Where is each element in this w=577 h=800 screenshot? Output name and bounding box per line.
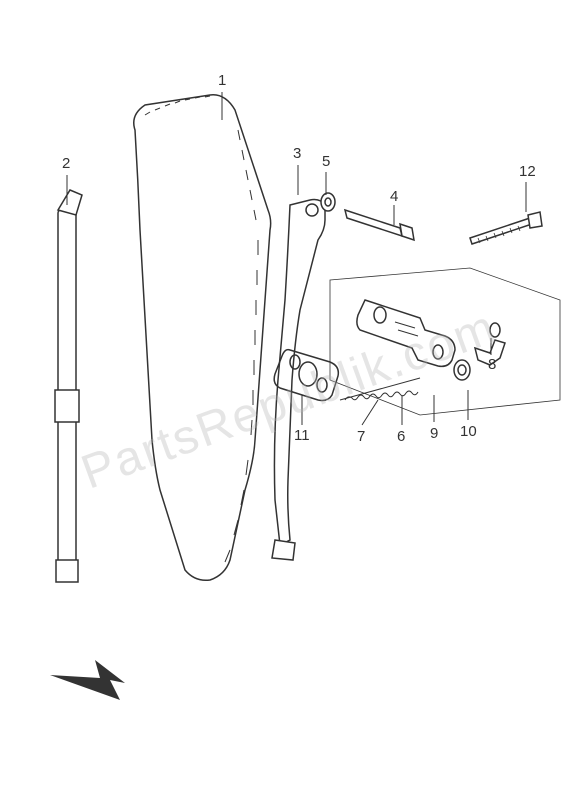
callout-12: 12 [519, 163, 536, 180]
tensioner-body [357, 300, 455, 366]
direction-arrow [50, 660, 125, 700]
callout-10: 10 [460, 423, 477, 440]
spring-rod [340, 378, 420, 400]
callout-1: 1 [218, 72, 226, 89]
callout-8: 8 [488, 356, 496, 373]
parts-diagram: 1 2 3 4 5 6 7 8 9 10 11 12 PartsRepublik… [0, 0, 577, 800]
long-bolt [470, 212, 542, 244]
callout-7: 7 [357, 428, 365, 445]
callout-4: 4 [390, 188, 398, 205]
callout-11: 11 [294, 427, 310, 444]
callout-9: 9 [430, 425, 438, 442]
diagram-svg [0, 0, 577, 800]
cam-chain [134, 95, 271, 580]
chain-guide [55, 190, 82, 582]
callout-2: 2 [62, 155, 70, 172]
bolt-washer [321, 193, 414, 240]
callout-6: 6 [397, 428, 405, 445]
callout-5: 5 [322, 153, 330, 170]
plug-assembly [454, 323, 505, 380]
callout-3: 3 [293, 145, 301, 162]
tensioner-arm [272, 200, 325, 560]
